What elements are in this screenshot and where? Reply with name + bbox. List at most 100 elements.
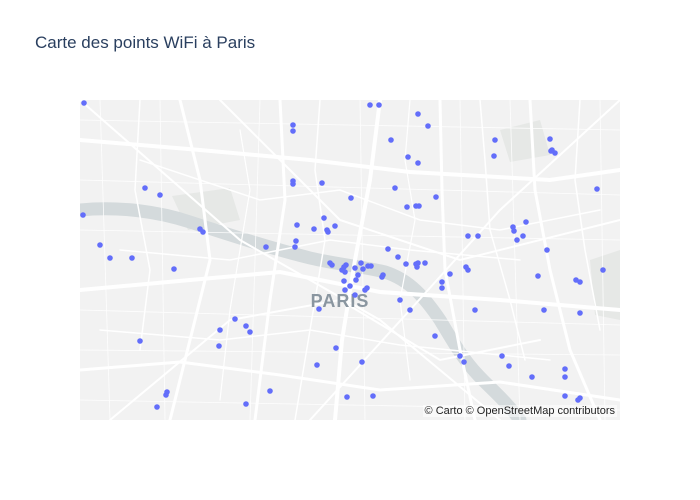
wifi-point-marker[interactable] (388, 137, 394, 143)
wifi-point-marker[interactable] (348, 195, 354, 201)
wifi-point-marker[interactable] (290, 128, 296, 134)
wifi-point-marker[interactable] (316, 306, 322, 312)
wifi-point-marker[interactable] (129, 255, 135, 261)
wifi-point-marker[interactable] (362, 287, 368, 293)
wifi-point-marker[interactable] (392, 185, 398, 191)
wifi-point-marker[interactable] (247, 329, 253, 335)
wifi-point-marker[interactable] (425, 123, 431, 129)
wifi-point-marker[interactable] (523, 219, 529, 225)
map-attribution[interactable]: © Carto © OpenStreetMap contributors (422, 405, 617, 417)
wifi-point-marker[interactable] (577, 279, 583, 285)
wifi-point-marker[interactable] (403, 261, 409, 267)
wifi-point-marker[interactable] (217, 327, 223, 333)
wifi-point-marker[interactable] (465, 267, 471, 273)
wifi-point-marker[interactable] (163, 392, 169, 398)
wifi-point-marker[interactable] (562, 393, 568, 399)
wifi-point-marker[interactable] (311, 226, 317, 232)
wifi-point-marker[interactable] (107, 255, 113, 261)
wifi-point-marker[interactable] (370, 393, 376, 399)
wifi-point-marker[interactable] (475, 233, 481, 239)
wifi-point-marker[interactable] (397, 297, 403, 303)
wifi-point-marker[interactable] (267, 388, 273, 394)
wifi-point-marker[interactable] (457, 353, 463, 359)
wifi-point-marker[interactable] (385, 246, 391, 252)
wifi-point-marker[interactable] (263, 244, 269, 250)
wifi-point-marker[interactable] (329, 262, 335, 268)
wifi-point-marker[interactable] (347, 283, 353, 289)
wifi-point-marker[interactable] (577, 310, 583, 316)
wifi-point-marker[interactable] (157, 192, 163, 198)
wifi-point-marker[interactable] (137, 338, 143, 344)
map-viewport[interactable]: PARIS © Carto © OpenStreetMap contributo… (80, 100, 620, 420)
wifi-point-marker[interactable] (216, 343, 222, 349)
wifi-point-marker[interactable] (368, 263, 374, 269)
wifi-point-marker[interactable] (344, 394, 350, 400)
wifi-point-marker[interactable] (314, 362, 320, 368)
wifi-point-marker[interactable] (529, 374, 535, 380)
wifi-point-marker[interactable] (376, 102, 382, 108)
wifi-point-marker[interactable] (352, 265, 358, 271)
wifi-point-marker[interactable] (491, 153, 497, 159)
wifi-point-marker[interactable] (355, 272, 361, 278)
wifi-point-marker[interactable] (432, 333, 438, 339)
wifi-point-marker[interactable] (142, 185, 148, 191)
wifi-point-marker[interactable] (154, 404, 160, 410)
wifi-point-marker[interactable] (332, 223, 338, 229)
wifi-point-marker[interactable] (341, 278, 347, 284)
wifi-point-marker[interactable] (562, 374, 568, 380)
wifi-point-marker[interactable] (200, 229, 206, 235)
wifi-point-marker[interactable] (290, 181, 296, 187)
wifi-point-marker[interactable] (97, 242, 103, 248)
wifi-point-marker[interactable] (294, 222, 300, 228)
wifi-point-marker[interactable] (541, 307, 547, 313)
wifi-point-marker[interactable] (367, 102, 373, 108)
wifi-point-marker[interactable] (342, 287, 348, 293)
wifi-point-marker[interactable] (407, 307, 413, 313)
wifi-point-marker[interactable] (461, 359, 467, 365)
wifi-point-marker[interactable] (465, 233, 471, 239)
wifi-point-marker[interactable] (439, 285, 445, 291)
wifi-point-marker[interactable] (472, 307, 478, 313)
wifi-point-marker[interactable] (171, 266, 177, 272)
wifi-point-marker[interactable] (319, 180, 325, 186)
wifi-point-marker[interactable] (359, 359, 365, 365)
wifi-point-marker[interactable] (379, 274, 385, 280)
wifi-point-marker[interactable] (405, 154, 411, 160)
wifi-point-marker[interactable] (325, 229, 331, 235)
wifi-point-marker[interactable] (547, 136, 553, 142)
wifi-point-marker[interactable] (415, 160, 421, 166)
wifi-point-marker[interactable] (594, 186, 600, 192)
wifi-point-marker[interactable] (404, 204, 410, 210)
wifi-point-marker[interactable] (293, 238, 299, 244)
wifi-point-marker[interactable] (548, 148, 554, 154)
wifi-point-marker[interactable] (422, 260, 428, 266)
wifi-point-marker[interactable] (433, 194, 439, 200)
wifi-point-marker[interactable] (544, 247, 550, 253)
wifi-point-marker[interactable] (535, 273, 541, 279)
wifi-point-marker[interactable] (416, 203, 422, 209)
wifi-point-marker[interactable] (292, 244, 298, 250)
wifi-point-marker[interactable] (415, 111, 421, 117)
wifi-point-marker[interactable] (353, 277, 359, 283)
wifi-point-marker[interactable] (333, 345, 339, 351)
wifi-point-marker[interactable] (290, 122, 296, 128)
wifi-point-marker[interactable] (321, 215, 327, 221)
wifi-point-marker[interactable] (243, 323, 249, 329)
wifi-point-marker[interactable] (80, 212, 86, 218)
wifi-point-marker[interactable] (243, 401, 249, 407)
wifi-point-marker[interactable] (360, 266, 366, 272)
wifi-point-marker[interactable] (492, 137, 498, 143)
wifi-point-marker[interactable] (439, 279, 445, 285)
wifi-point-marker[interactable] (395, 254, 401, 260)
wifi-point-marker[interactable] (352, 292, 358, 298)
wifi-point-marker[interactable] (447, 271, 453, 277)
wifi-point-marker[interactable] (514, 237, 520, 243)
wifi-point-marker[interactable] (358, 260, 364, 266)
wifi-point-marker[interactable] (499, 353, 505, 359)
wifi-point-marker[interactable] (414, 264, 420, 270)
wifi-point-marker[interactable] (506, 363, 512, 369)
wifi-point-marker[interactable] (520, 233, 526, 239)
wifi-point-marker[interactable] (575, 397, 581, 403)
wifi-point-marker[interactable] (81, 100, 87, 106)
wifi-point-marker[interactable] (600, 267, 606, 273)
